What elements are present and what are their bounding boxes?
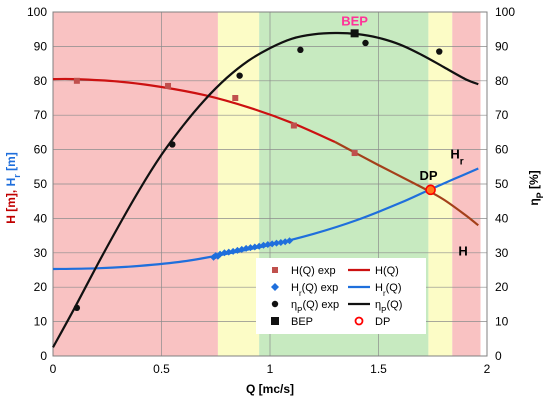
marker-h-r-q-exp: [225, 248, 233, 256]
legend-h-r-q-exp-label: Hr(Q) exp: [291, 282, 338, 298]
marker-h-r-q-exp: [220, 249, 228, 257]
marker-h-r-q-exp: [277, 238, 285, 246]
marker-p-q-exp: [362, 39, 369, 47]
y2-tick-label: 100: [495, 5, 515, 19]
y2-tick-label: 30: [495, 246, 509, 260]
right-y-axis-ticks: 0 10 20 30 40 50 60 70 80 90 100: [495, 5, 515, 363]
y2-tick-label: 40: [495, 211, 509, 225]
curve-h-q-right: [334, 141, 479, 227]
legend-h-q-label: H(Q): [375, 265, 399, 277]
y2-tick-label: 70: [495, 108, 509, 122]
legend-h-q-exp-swatch: [272, 267, 278, 273]
marker-h-q-exp: [351, 150, 358, 157]
marker-p-q-exp: [236, 72, 243, 79]
dp-label: DP: [420, 168, 438, 183]
left-y-axis-title: H [m], Hr [m]: [4, 152, 22, 224]
legend-h-q-exp-label: H(Q) exp: [291, 265, 336, 277]
y-tick-label: 0: [40, 349, 47, 363]
y2-tick-label: 90: [495, 39, 509, 53]
marker-h-r-q-exp: [268, 240, 276, 248]
marker-h-r-q-exp: [273, 239, 281, 247]
x-tick-label: 0.5: [153, 362, 170, 376]
marker-h-r-q-exp: [286, 237, 294, 245]
curve-p-q: [52, 31, 479, 348]
marker-p-q-exp: [436, 48, 443, 55]
marker-h-q-exp: [73, 77, 80, 84]
data-markers: [73, 29, 443, 312]
y2-tick-label: 60: [495, 143, 509, 157]
legend-bep-swatch: [271, 317, 279, 325]
h-curve-label: H: [458, 243, 467, 258]
y2-tick-label: 20: [495, 280, 509, 294]
y-tick-label: 70: [34, 108, 48, 122]
marker-h-q-exp: [165, 82, 172, 89]
x-tick-label: 2: [484, 362, 491, 376]
y-tick-label: 90: [34, 39, 48, 53]
marker-bep: [350, 29, 359, 38]
marker-p-q-exp: [297, 46, 304, 54]
legend-box: [256, 258, 426, 334]
legend-p-q-exp-label: ηP(Q) exp: [291, 299, 339, 315]
marker-h-r-q-exp: [242, 244, 250, 252]
left-y-axis-ticks: 0 10 20 30 40 50 60 70 80 90 100: [27, 5, 47, 363]
y-tick-label: 30: [34, 246, 48, 260]
marker-h-r-q-exp: [251, 243, 259, 251]
legend-h-r-q-label: Hr(Q): [375, 282, 402, 298]
y-tick-label: 20: [34, 280, 48, 294]
y-tick-label: 50: [34, 177, 48, 191]
y-tick-label: 100: [27, 5, 47, 19]
x-tick-label: 1.5: [370, 362, 387, 376]
marker-p-q-exp: [169, 141, 176, 148]
y2-tick-label: 80: [495, 74, 509, 88]
marker-h-r-q-exp: [264, 241, 272, 249]
legend-p-q-exp-swatch: [271, 300, 279, 308]
legend-h-r-q-exp-swatch: [271, 283, 279, 291]
marker-p-q-exp: [73, 304, 81, 312]
x-tick-label: 1: [267, 362, 274, 376]
bep-label: BEP: [341, 13, 368, 28]
y-tick-label: 60: [34, 143, 48, 157]
marker-h-r-q-exp: [246, 244, 254, 252]
legend-dp-label: DP: [375, 316, 390, 328]
y-tick-label: 10: [34, 315, 48, 329]
y-tick-label: 40: [34, 211, 48, 225]
legend-bep-label: BEP: [291, 316, 313, 328]
y-tick-label: 80: [34, 74, 48, 88]
annotations: BEP DP Hr H: [341, 13, 467, 258]
x-axis-title: Q [mc/s]: [246, 382, 294, 396]
x-tick-label: 0: [50, 362, 57, 376]
marker-h-q-exp: [290, 122, 297, 129]
legend-dp-swatch: [354, 316, 364, 326]
plot-area-frame: [52, 11, 488, 357]
marker-dp: [425, 184, 436, 196]
legend-p-q-label: ηP(Q): [375, 299, 402, 315]
right-y-axis-title: ηP [%]: [527, 170, 545, 205]
y2-tick-label: 10: [495, 315, 509, 329]
marker-h-q-exp: [232, 95, 239, 101]
y2-tick-label: 50: [495, 177, 509, 191]
x-axis-ticks: 0 0.5 1 1.5 2: [50, 362, 491, 376]
marker-h-r-q-exp: [259, 241, 267, 249]
hr-curve-label: Hr: [450, 147, 463, 168]
y2-tick-label: 0: [495, 349, 502, 363]
legend: H(Q) exp H(Q) Hr(Q) exp Hr(Q) ηP(Q) exp ηP(Q)…: [256, 258, 426, 334]
